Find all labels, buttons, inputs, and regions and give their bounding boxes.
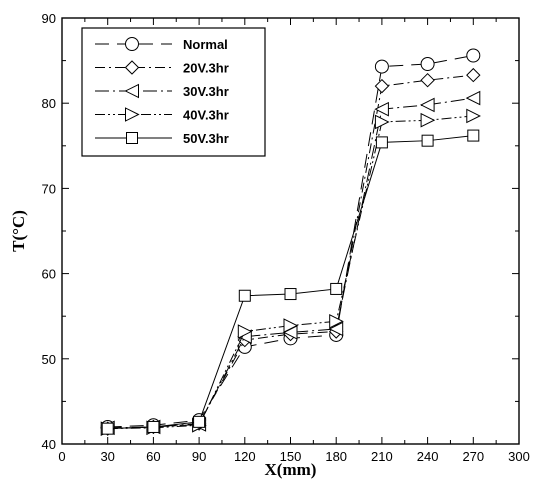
legend-marker bbox=[124, 83, 139, 99]
data-point bbox=[421, 134, 434, 147]
legend-entry: 40V.3hr bbox=[95, 107, 229, 123]
y-tick-label: 50 bbox=[42, 352, 56, 367]
data-point bbox=[284, 288, 297, 301]
data-point bbox=[466, 48, 481, 63]
data-point bbox=[328, 321, 344, 337]
data-point bbox=[374, 101, 389, 117]
data-point bbox=[466, 108, 481, 124]
y-axis-title: T(°C) bbox=[9, 210, 28, 252]
data-point bbox=[420, 72, 435, 88]
data-point bbox=[420, 112, 436, 128]
legend-marker bbox=[126, 132, 138, 144]
x-axis: 0 30 60 90 120 150 180 210 240 270 300 bbox=[58, 18, 530, 464]
legend-marker bbox=[125, 107, 140, 122]
legend-label: 40V.3hr bbox=[183, 108, 229, 123]
x-axis-title: X(mm) bbox=[265, 460, 317, 479]
y-tick-label: 80 bbox=[42, 96, 56, 111]
series-line bbox=[107, 97, 474, 429]
legend-marker bbox=[125, 37, 139, 51]
legend: Normal 20V.3hr 30V.3hr 40V.3hr 50V.3hr bbox=[81, 27, 266, 157]
legend-entry: 50V.3hr bbox=[95, 131, 229, 146]
series-layer bbox=[100, 48, 481, 436]
y-tick-label: 40 bbox=[42, 437, 56, 452]
data-point bbox=[466, 67, 481, 83]
x-tick-label: 180 bbox=[325, 449, 347, 464]
x-tick-label: 120 bbox=[234, 449, 256, 464]
x-tick-label: 0 bbox=[58, 449, 65, 464]
data-point bbox=[374, 78, 390, 94]
series-5 bbox=[101, 129, 480, 435]
data-point bbox=[283, 318, 299, 333]
x-tick-label: 210 bbox=[371, 449, 393, 464]
y-tick-label: 90 bbox=[42, 11, 56, 26]
x-tick-label: 60 bbox=[146, 449, 160, 464]
x-tick-label: 300 bbox=[508, 449, 530, 464]
data-point bbox=[193, 415, 206, 428]
y-axis: 40 50 60 70 80 90 bbox=[42, 11, 519, 452]
legend-entry: Normal bbox=[95, 37, 228, 52]
data-point bbox=[465, 90, 481, 106]
data-point bbox=[374, 59, 389, 74]
series-line bbox=[107, 115, 474, 430]
data-point bbox=[147, 420, 160, 433]
x-tick-label: 270 bbox=[462, 449, 484, 464]
data-point bbox=[330, 282, 343, 295]
data-point bbox=[374, 114, 390, 130]
data-point bbox=[467, 129, 480, 142]
x-tick-label: 150 bbox=[280, 449, 302, 464]
legend-entry: 20V.3hr bbox=[95, 60, 229, 76]
legend-label: 20V.3hr bbox=[183, 61, 229, 76]
data-point bbox=[329, 314, 344, 329]
legend-label: Normal bbox=[183, 37, 228, 52]
data-point bbox=[101, 422, 114, 435]
series-4 bbox=[100, 108, 481, 436]
data-point bbox=[238, 289, 251, 302]
legend-box bbox=[81, 27, 266, 157]
legend-entry: 30V.3hr bbox=[95, 83, 229, 99]
data-point bbox=[419, 97, 435, 113]
data-point bbox=[420, 57, 435, 72]
x-tick-label: 30 bbox=[100, 449, 114, 464]
legend-marker bbox=[124, 60, 140, 75]
x-tick-label: 90 bbox=[192, 449, 206, 464]
data-point bbox=[375, 136, 388, 149]
legend-label: 30V.3hr bbox=[183, 84, 229, 99]
x-tick-label: 240 bbox=[417, 449, 439, 464]
y-tick-label: 60 bbox=[42, 267, 56, 282]
data-point bbox=[237, 324, 253, 339]
series-line bbox=[107, 135, 474, 430]
y-tick-label: 70 bbox=[42, 181, 56, 196]
legend-label: 50V.3hr bbox=[183, 131, 229, 146]
